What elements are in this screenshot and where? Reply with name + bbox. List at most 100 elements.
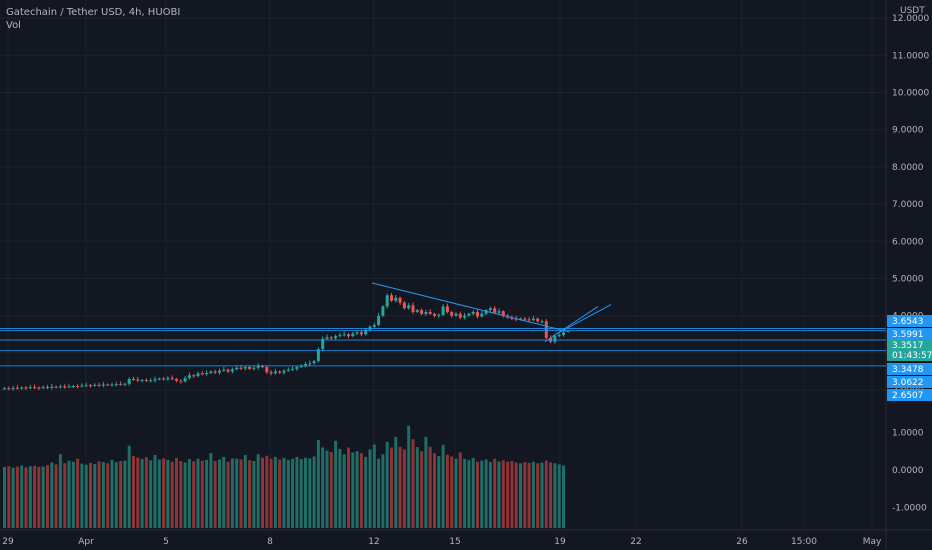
candle-body xyxy=(261,365,264,368)
candle-body xyxy=(265,367,269,373)
time-tick-label: 5 xyxy=(163,537,169,547)
candle-body xyxy=(80,385,84,387)
volume-bar xyxy=(531,461,535,528)
volume-bar xyxy=(192,461,196,528)
candle-body xyxy=(540,321,544,323)
candle-body xyxy=(170,378,174,380)
candle-body xyxy=(536,318,540,322)
candle-body xyxy=(101,384,105,386)
volume-bar xyxy=(89,462,92,528)
candle-body xyxy=(385,295,389,307)
volume-indicator-label[interactable]: Vol xyxy=(6,20,21,31)
price-tick-label: 12.0000 xyxy=(892,14,929,24)
volume-bar xyxy=(342,454,346,528)
volume-bar xyxy=(506,461,510,528)
candle-body xyxy=(398,297,402,303)
volume-bar xyxy=(355,451,359,528)
volume-bar xyxy=(84,464,88,528)
candle-body xyxy=(308,363,312,365)
volume-bar xyxy=(523,462,527,528)
volume-bar xyxy=(476,461,479,528)
time-tick-label: Apr xyxy=(78,537,94,547)
candle-body xyxy=(450,311,454,316)
volume-bar xyxy=(252,461,256,528)
candle-body xyxy=(407,305,411,309)
symbol-title[interactable]: Gatechain / Tether USD, 4h, HUOBI xyxy=(6,7,181,18)
candle-body xyxy=(364,329,368,335)
candle-body xyxy=(235,367,239,370)
candle-body xyxy=(321,338,325,350)
candle-body xyxy=(562,332,565,336)
candle-body xyxy=(230,369,234,372)
candle-body xyxy=(37,387,41,389)
volume-bar xyxy=(162,458,166,528)
currency-label: USDT xyxy=(900,6,925,16)
candle-body xyxy=(428,311,432,314)
time-tick-label: 19 xyxy=(554,537,566,547)
volume-bar xyxy=(114,462,118,528)
candle-body xyxy=(372,325,376,327)
volume-bar xyxy=(325,450,329,528)
volume-bar xyxy=(467,459,471,528)
volume-bar xyxy=(196,458,200,528)
candle-body xyxy=(243,367,247,369)
volume-bar xyxy=(321,447,325,528)
candle-body xyxy=(531,318,535,321)
candle-body xyxy=(347,334,350,337)
candle-body xyxy=(484,310,488,314)
candle-body xyxy=(286,369,290,371)
level-tag: 2.6507 xyxy=(892,391,924,401)
volume-tick-label: -1.0000 xyxy=(892,504,927,514)
time-tick-label: 8 xyxy=(267,537,273,547)
candle-body xyxy=(209,371,213,373)
volume-bar xyxy=(372,444,376,528)
volume-bar xyxy=(549,462,553,528)
candle-body xyxy=(402,302,406,309)
volume-tick-label: 0.0000 xyxy=(892,466,924,476)
volume-bar xyxy=(428,446,432,528)
volume-bar xyxy=(394,437,398,528)
volume-bar xyxy=(140,459,144,528)
candle-body xyxy=(273,371,277,374)
volume-bar xyxy=(415,447,419,528)
volume-bar xyxy=(97,461,101,528)
candle-body xyxy=(248,367,252,369)
volume-bar xyxy=(493,458,497,528)
volume-bar xyxy=(187,459,191,528)
candle-body xyxy=(226,369,230,372)
volume-bar xyxy=(110,459,114,528)
candle-body xyxy=(463,315,467,318)
volume-bar xyxy=(239,459,243,528)
volume-bar xyxy=(385,441,389,528)
candle-body xyxy=(329,337,333,339)
candle-body xyxy=(218,370,221,373)
candle-body xyxy=(89,385,92,387)
candle-body xyxy=(153,379,157,381)
price-tick-label: 9.0000 xyxy=(892,126,924,136)
volume-bar xyxy=(243,455,247,528)
volume-bar xyxy=(58,454,62,528)
candle-body xyxy=(359,332,363,335)
volume-bar xyxy=(76,458,80,528)
volume-bar xyxy=(200,460,204,528)
volume-bar xyxy=(316,440,320,528)
candle-body xyxy=(299,365,303,368)
candle-body xyxy=(325,337,329,339)
volume-bar xyxy=(441,444,445,528)
level-tag-bg xyxy=(887,315,932,327)
volume-bar xyxy=(364,456,368,528)
volume-bar xyxy=(63,463,67,528)
candle-body xyxy=(433,313,436,316)
volume-bar xyxy=(106,463,110,528)
volume-bar xyxy=(359,453,363,528)
volume-bar xyxy=(381,454,385,528)
candle-body xyxy=(7,388,11,390)
candle-body xyxy=(28,387,32,389)
volume-bar xyxy=(407,425,411,528)
volume-bar xyxy=(390,447,393,528)
volume-bar xyxy=(101,462,105,528)
volume-bar xyxy=(501,460,505,528)
time-tick-label: May xyxy=(863,537,882,547)
